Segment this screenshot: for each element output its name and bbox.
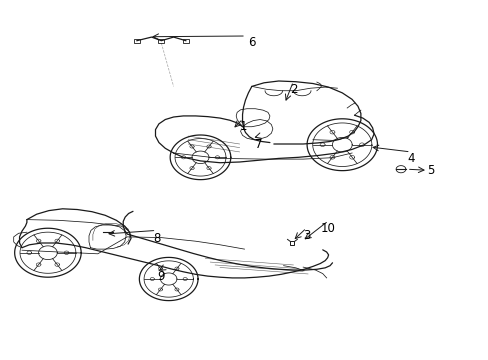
Text: 8: 8 [152, 232, 160, 245]
Text: 2: 2 [289, 83, 297, 96]
Text: 7: 7 [255, 138, 263, 150]
Text: 9: 9 [157, 270, 165, 283]
Text: 10: 10 [321, 222, 335, 235]
Text: 6: 6 [247, 36, 255, 49]
Text: 4: 4 [406, 152, 414, 165]
Text: 1: 1 [239, 120, 246, 133]
Text: 3: 3 [302, 229, 310, 242]
Text: 5: 5 [426, 164, 433, 177]
